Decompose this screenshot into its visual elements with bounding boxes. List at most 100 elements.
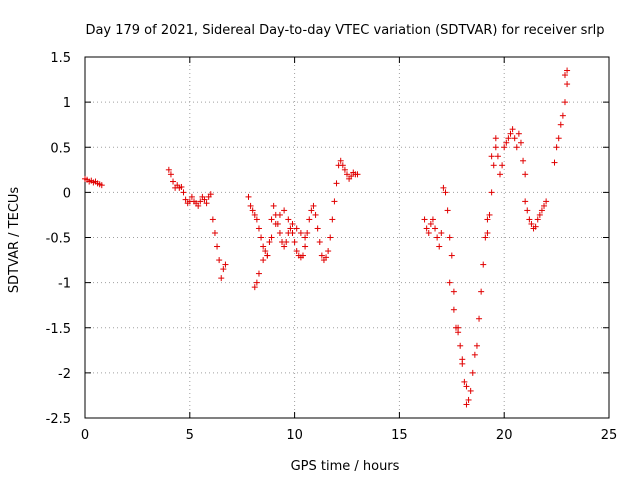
- data-point: [499, 162, 506, 169]
- data-point: [310, 202, 317, 209]
- data-point: [471, 351, 478, 358]
- plot-frame: [84, 56, 610, 419]
- data-point: [501, 144, 508, 151]
- data-point: [316, 239, 323, 246]
- data-point: [541, 202, 548, 209]
- data-point: [534, 216, 541, 223]
- data-point: [270, 202, 277, 209]
- data-point: [260, 257, 267, 264]
- data-point: [536, 211, 543, 218]
- data-point: [291, 239, 298, 246]
- data-point: [165, 166, 172, 173]
- x-tick-label: 5: [186, 428, 194, 443]
- data-point: [564, 67, 571, 74]
- data-point: [323, 254, 330, 261]
- data-point: [515, 130, 522, 137]
- data-point: [249, 207, 256, 214]
- data-point: [276, 229, 283, 236]
- y-tick-labels: -2.5 -2 -1.5 -1 -0.5 0 0.5 1 1.5: [46, 51, 71, 427]
- y-tick-label: 0.5: [50, 141, 71, 156]
- data-point: [266, 239, 273, 246]
- x-tick-label: 15: [391, 428, 408, 443]
- data-point: [484, 229, 491, 236]
- data-point: [538, 207, 545, 214]
- data-point: [440, 184, 447, 191]
- data-point: [522, 171, 529, 178]
- data-point: [253, 216, 260, 223]
- data-point: [434, 234, 441, 241]
- data-point: [473, 342, 480, 349]
- data-point: [467, 387, 474, 394]
- data-point: [561, 99, 568, 106]
- data-point: [297, 229, 304, 236]
- data-point: [182, 196, 189, 203]
- data-point: [476, 315, 483, 322]
- data-point: [488, 189, 495, 196]
- data-point: [207, 191, 214, 198]
- data-point: [551, 159, 558, 166]
- data-point: [312, 211, 319, 218]
- data-point: [258, 234, 265, 241]
- data-point: [561, 72, 568, 79]
- data-point: [222, 261, 229, 268]
- data-point: [214, 243, 221, 250]
- data-point: [459, 356, 466, 363]
- data-point: [522, 198, 529, 205]
- data-point: [524, 207, 531, 214]
- data-point: [195, 202, 202, 209]
- data-point: [333, 180, 340, 187]
- data-point: [553, 144, 560, 151]
- data-point: [209, 216, 216, 223]
- data-point: [314, 225, 321, 232]
- data-point: [281, 243, 288, 250]
- chart-title: Day 179 of 2021, Sidereal Day-to-day VTE…: [85, 23, 604, 38]
- data-point: [442, 189, 449, 196]
- data-point: [255, 270, 262, 277]
- data-point: [503, 139, 510, 146]
- data-point: [455, 329, 462, 336]
- y-tick-label: 1.5: [50, 51, 71, 66]
- data-point: [507, 130, 514, 137]
- data-point: [444, 207, 451, 214]
- data-point: [480, 261, 487, 268]
- data-point: [509, 126, 516, 133]
- data-point: [302, 243, 309, 250]
- data-point: [268, 216, 275, 223]
- data-point: [281, 207, 288, 214]
- data-point: [220, 266, 227, 273]
- data-point: [492, 135, 499, 142]
- data-point: [260, 243, 267, 250]
- data-point: [348, 173, 355, 180]
- data-point: [450, 288, 457, 295]
- x-axis-label: GPS time / hours: [291, 459, 400, 474]
- data-point: [331, 198, 338, 205]
- data-point: [167, 171, 174, 178]
- data-point: [197, 198, 204, 205]
- x-tick-label: 20: [496, 428, 513, 443]
- data-point: [497, 171, 504, 178]
- data-point: [511, 135, 518, 142]
- data-point: [337, 157, 344, 164]
- y-tick-label: -1.5: [46, 322, 71, 337]
- y-axis-label: SDTVAR / TECUs: [7, 187, 22, 294]
- data-point: [492, 144, 499, 151]
- data-point: [438, 229, 445, 236]
- data-point: [465, 396, 472, 403]
- data-point: [285, 216, 292, 223]
- y-tick-label: 1: [63, 96, 71, 111]
- data-point: [543, 198, 550, 205]
- data-point: [253, 279, 260, 286]
- data-point: [478, 288, 485, 295]
- data-point: [98, 182, 105, 189]
- x-tick-label: 25: [601, 428, 618, 443]
- data-point: [469, 369, 476, 376]
- axis-ticks: [84, 56, 610, 419]
- data-point: [211, 229, 218, 236]
- data-point: [327, 234, 334, 241]
- data-point: [526, 216, 533, 223]
- data-point: [484, 216, 491, 223]
- data-point: [463, 401, 470, 408]
- data-point: [170, 178, 177, 185]
- data-point: [218, 275, 225, 282]
